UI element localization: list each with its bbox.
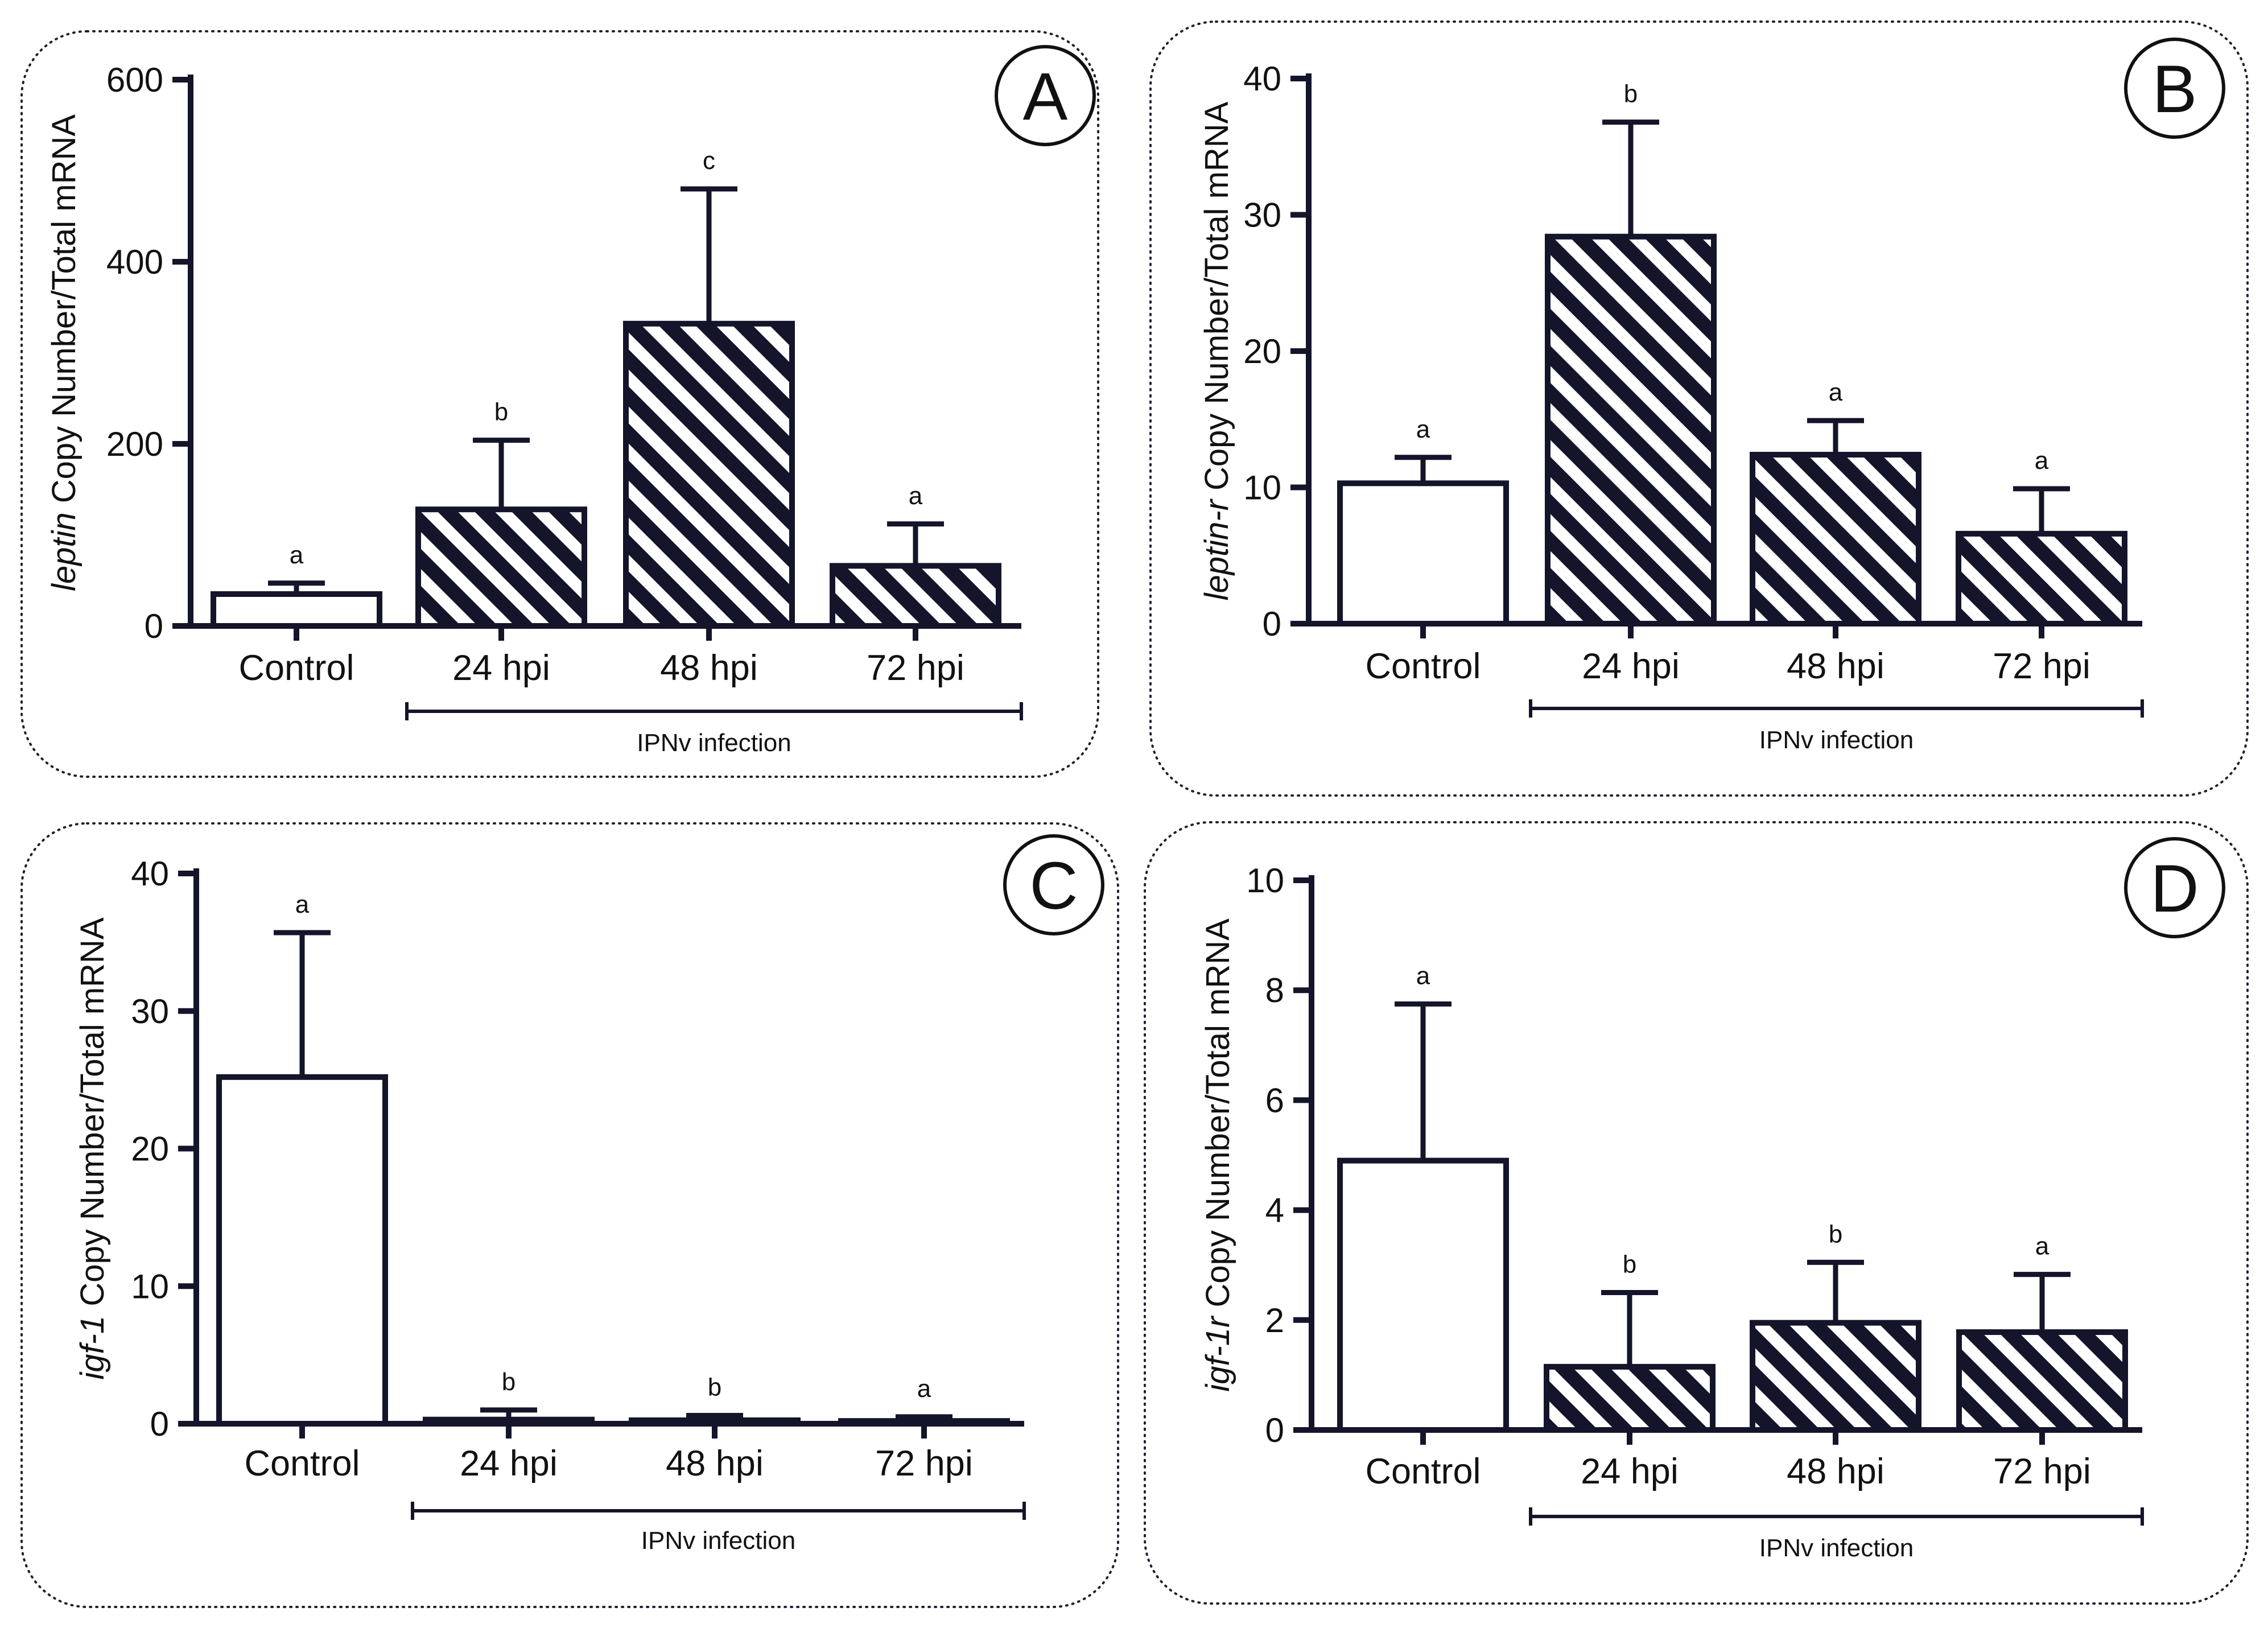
y-tick-label-a-3: 600 xyxy=(106,61,163,99)
y-tick-label-c-3: 30 xyxy=(131,992,169,1031)
y-tick-label-c-2: 20 xyxy=(131,1130,169,1168)
sig-letter-d-4: a xyxy=(2035,1233,2050,1260)
bar-d-4 xyxy=(1956,1329,2128,1433)
y-tick-label-a-1: 200 xyxy=(106,425,163,463)
panel-letter-b: B xyxy=(2152,52,2197,127)
bar-b-1 xyxy=(1337,480,1509,627)
bar-a-4 xyxy=(830,563,1001,629)
y-tick-label-d-0: 0 xyxy=(1265,1411,1284,1449)
chart-panel-a: a Control b 24 hpi c 48 hpi a 72 hpi 0 200 400 600 l… xyxy=(20,30,1099,778)
sig-letter-b-4: a xyxy=(2035,447,2049,475)
y-axis-label-rest-c: Copy Number/Total mRNA xyxy=(74,917,111,1316)
bar-d-2 xyxy=(1544,1363,1716,1433)
category-label-c-2: 24 hpi xyxy=(460,1444,558,1483)
bracket-label-a: IPNv infection xyxy=(637,729,791,757)
sig-letter-b-3: a xyxy=(1829,378,1843,406)
y-tick-label-d-5: 10 xyxy=(1246,862,1284,900)
sig-letter-d-3: b xyxy=(1829,1220,1842,1248)
sig-letter-c-4: a xyxy=(917,1375,931,1403)
category-label-d-1: Control xyxy=(1365,1452,1481,1491)
chart-panel-d: a Control b 24 hpi b 48 hpi a 72 hpi 0 2 4 6 8 10 igf-… xyxy=(1144,821,2249,1605)
bar-c-1 xyxy=(216,1074,388,1427)
category-label-a-3: 48 hpi xyxy=(660,648,758,688)
y-tick-label-b-0: 0 xyxy=(1263,605,1281,643)
y-tick-label-b-4: 40 xyxy=(1243,60,1281,98)
y-tick-label-d-4: 8 xyxy=(1265,971,1284,1009)
y-axis-label-rest-b: Copy Number/Total mRNA xyxy=(1198,101,1235,500)
panel-b-frame xyxy=(1149,20,2249,797)
bar-a-3 xyxy=(623,320,795,629)
panel-letter-d: D xyxy=(2150,851,2199,926)
sig-letter-b-1: a xyxy=(1416,415,1430,443)
sig-letter-d-2: b xyxy=(1623,1251,1636,1279)
y-tick-label-a-2: 400 xyxy=(106,243,163,281)
y-axis-label-rest-a: Copy Number/Total mRNA xyxy=(46,114,83,513)
sig-letter-a-4: a xyxy=(909,482,923,510)
y-tick-label-c-4: 40 xyxy=(131,855,169,893)
category-label-d-2: 24 hpi xyxy=(1581,1452,1679,1491)
y-axis-label-a: leptin Copy Number/Total mRNA xyxy=(46,114,83,591)
bar-d-1 xyxy=(1337,1157,1509,1433)
bar-b-2 xyxy=(1545,233,1717,627)
panel-letter-a: A xyxy=(1023,59,1068,134)
sig-letter-c-2: b xyxy=(502,1368,516,1396)
category-label-d-3: 48 hpi xyxy=(1787,1452,1884,1491)
y-axis-label-b: leptin-r Copy Number/Total mRNA xyxy=(1198,101,1235,600)
y-tick-label-c-1: 10 xyxy=(131,1267,169,1305)
y-axis-label-c: igf-1 Copy Number/Total mRNA xyxy=(74,917,111,1380)
category-label-b-2: 24 hpi xyxy=(1582,646,1680,686)
panel-badge-a xyxy=(995,45,1096,146)
y-tick-label-b-3: 30 xyxy=(1243,196,1281,234)
y-tick-label-b-2: 20 xyxy=(1243,332,1281,370)
sig-letter-c-3: b xyxy=(708,1373,721,1401)
bar-b-3 xyxy=(1750,452,1921,627)
y-axis-label-rest-d: Copy Number/Total mRNA xyxy=(1199,918,1236,1317)
bracket-label-d: IPNv infection xyxy=(1759,1534,1914,1562)
y-axis-label-gene-b: leptin-r xyxy=(1198,498,1235,600)
sig-letter-a-1: a xyxy=(290,541,304,569)
panel-badge-b xyxy=(2124,38,2225,139)
category-label-a-4: 72 hpi xyxy=(867,648,964,688)
y-tick-label-c-0: 0 xyxy=(150,1405,169,1443)
panel-letter-c: C xyxy=(1029,848,1078,924)
y-axis-label-gene-a: leptin xyxy=(46,512,83,591)
sig-letter-b-2: b xyxy=(1624,80,1638,108)
category-label-c-3: 48 hpi xyxy=(666,1444,764,1483)
y-axis-label-d: igf-1r Copy Number/Total mRNA xyxy=(1199,918,1236,1392)
category-label-b-4: 72 hpi xyxy=(1993,646,2090,686)
panel-c-frame xyxy=(20,822,1119,1608)
category-label-c-1: Control xyxy=(244,1444,360,1483)
bar-a-2 xyxy=(415,506,587,629)
category-label-d-4: 72 hpi xyxy=(1993,1452,2091,1491)
y-tick-label-d-2: 4 xyxy=(1265,1192,1284,1230)
panel-badge-d xyxy=(2124,837,2225,938)
sig-letter-c-1: a xyxy=(295,891,310,918)
y-tick-label-a-0: 0 xyxy=(145,607,163,645)
category-label-a-1: Control xyxy=(238,648,354,688)
panel-badge-c xyxy=(1003,834,1104,935)
bar-a-1 xyxy=(211,591,382,629)
sig-letter-a-2: b xyxy=(494,398,508,426)
sig-letter-d-1: a xyxy=(1416,962,1430,990)
y-tick-label-d-3: 6 xyxy=(1265,1081,1284,1119)
bracket-label-b: IPNv infection xyxy=(1759,726,1914,754)
y-axis-label-gene-d: igf-1r xyxy=(1199,1315,1236,1392)
category-label-a-2: 24 hpi xyxy=(452,648,550,688)
bracket-label-c: IPNv infection xyxy=(641,1527,795,1555)
sig-letter-a-3: c xyxy=(703,147,715,175)
bar-d-3 xyxy=(1750,1320,1921,1433)
category-label-b-3: 48 hpi xyxy=(1787,646,1884,686)
bar-b-4 xyxy=(1956,530,2127,627)
category-label-c-4: 72 hpi xyxy=(875,1444,973,1483)
y-tick-label-b-1: 10 xyxy=(1243,469,1281,507)
category-label-b-1: Control xyxy=(1365,646,1481,686)
chart-panel-c: a Control b 24 hpi b 48 hpi a 72 hpi 0 10 20 30 40 ig… xyxy=(20,822,1119,1608)
y-axis-label-gene-c: igf-1 xyxy=(74,1316,111,1380)
y-tick-label-d-1: 2 xyxy=(1265,1301,1284,1340)
